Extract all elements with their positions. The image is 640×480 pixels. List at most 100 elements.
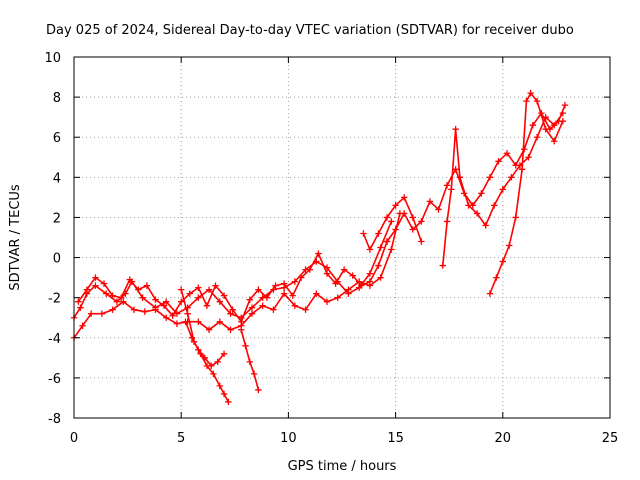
data-point xyxy=(216,298,223,305)
data-point xyxy=(246,296,254,303)
data-point xyxy=(527,89,534,97)
data-point xyxy=(512,214,519,221)
data-point xyxy=(255,286,262,293)
x-tick-label: 15 xyxy=(387,431,404,446)
series-track-7 xyxy=(360,194,425,253)
data-point xyxy=(160,302,168,309)
series-track-5 xyxy=(182,318,228,370)
data-point xyxy=(525,154,532,161)
data-point xyxy=(349,272,356,279)
data-point xyxy=(220,292,228,299)
data-point xyxy=(227,310,234,317)
data-point xyxy=(559,109,567,117)
data-point xyxy=(130,306,138,313)
data-point xyxy=(169,312,176,319)
data-point xyxy=(435,206,442,213)
data-point xyxy=(109,292,116,299)
data-point xyxy=(375,262,382,269)
data-point xyxy=(77,304,84,311)
x-tick-label: 20 xyxy=(495,431,512,446)
data-point xyxy=(246,358,254,366)
data-point xyxy=(506,242,513,249)
series-line xyxy=(73,213,401,339)
data-point xyxy=(388,246,395,253)
data-point xyxy=(366,246,374,253)
data-point xyxy=(162,314,170,321)
data-point xyxy=(551,138,558,145)
axis-tick-labels: 0 5 10 15 20 25 -8 -6 -4 -2 0 2 4 6 8 10 xyxy=(44,51,618,446)
chart-title: Day 025 of 2024, Sidereal Day-to-day VTE… xyxy=(46,23,574,38)
data-point xyxy=(100,280,108,287)
data-point xyxy=(195,284,202,291)
series-line xyxy=(362,196,423,251)
data-point xyxy=(162,298,170,305)
data-point xyxy=(400,210,408,217)
data-point xyxy=(173,320,181,327)
data-point xyxy=(248,310,256,317)
data-point xyxy=(92,274,99,281)
data-point xyxy=(195,294,202,301)
series-track-8 xyxy=(383,101,569,245)
data-point xyxy=(473,210,481,217)
data-point xyxy=(482,222,489,229)
data-point xyxy=(340,266,348,273)
y-tick-label: 6 xyxy=(53,131,61,146)
data-point xyxy=(178,298,185,305)
data-point xyxy=(561,101,569,109)
data-point xyxy=(92,282,99,289)
data-point xyxy=(366,270,374,277)
data-point xyxy=(495,158,502,165)
x-axis-label: GPS time / hours xyxy=(288,459,397,474)
data-point xyxy=(210,370,217,378)
data-point xyxy=(220,350,228,358)
series-track-6 xyxy=(238,326,262,394)
data-point xyxy=(323,298,331,305)
data-point xyxy=(120,298,127,305)
data-point xyxy=(493,274,500,281)
x-tick-label: 5 xyxy=(177,431,185,446)
data-point xyxy=(259,302,266,309)
data-point xyxy=(375,230,382,237)
data-point xyxy=(377,244,384,251)
data-point xyxy=(409,214,416,221)
data-point xyxy=(486,290,494,297)
data-point xyxy=(345,286,352,293)
y-tick-label: 4 xyxy=(53,171,61,186)
data-point xyxy=(263,294,271,301)
data-point xyxy=(334,294,341,301)
data-point xyxy=(173,310,181,317)
data-point xyxy=(117,294,125,301)
data-point xyxy=(135,286,142,293)
data-point xyxy=(186,290,193,297)
data-point xyxy=(443,182,451,189)
data-point xyxy=(306,266,314,273)
x-tick-label: 25 xyxy=(602,431,619,446)
data-point xyxy=(542,126,549,133)
data-point xyxy=(152,296,159,303)
series-track-10 xyxy=(486,89,567,297)
data-point xyxy=(533,134,541,141)
data-point xyxy=(529,121,537,129)
data-point xyxy=(109,306,116,313)
data-point xyxy=(225,398,232,406)
y-axis-label: SDTVAR / TECUs xyxy=(8,184,23,291)
data-point xyxy=(255,386,262,394)
data-point xyxy=(152,306,159,313)
x-tick-label: 0 xyxy=(70,431,78,446)
data-point xyxy=(203,302,211,309)
data-point xyxy=(250,370,258,378)
data-point xyxy=(98,310,106,317)
series-track-3 xyxy=(75,238,391,325)
data-series xyxy=(70,89,569,406)
x-tick-label: 10 xyxy=(280,431,297,446)
data-point xyxy=(178,286,185,293)
data-point xyxy=(205,286,213,293)
data-point xyxy=(542,113,549,121)
data-point xyxy=(220,390,228,398)
data-point xyxy=(377,274,384,281)
data-point xyxy=(559,117,567,125)
data-point xyxy=(358,282,365,289)
series-line xyxy=(489,92,564,294)
data-point xyxy=(182,318,189,325)
y-tick-label: 0 xyxy=(53,252,61,267)
